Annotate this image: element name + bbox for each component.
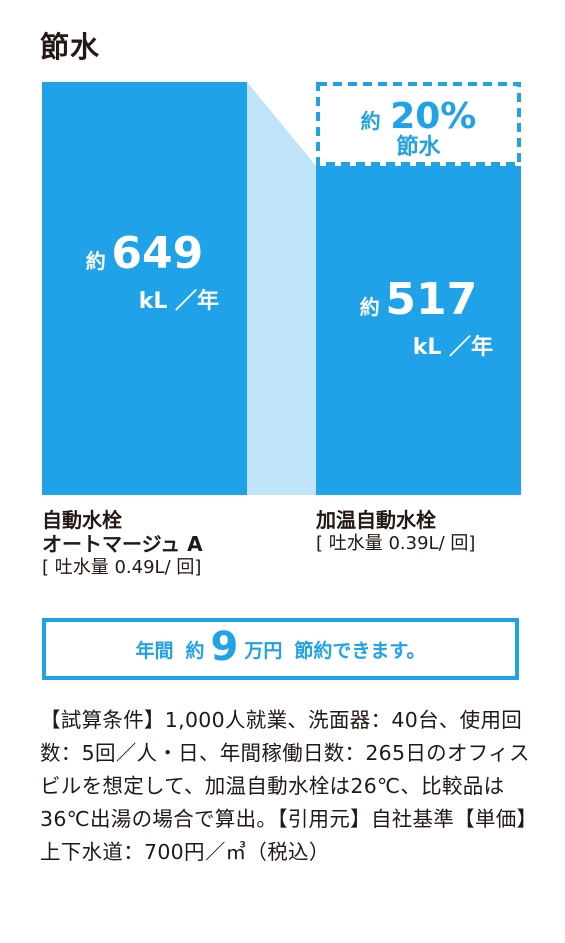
bar-value-prefix-1: 約 [360, 295, 380, 319]
category-0-line1: 自動水栓 [42, 508, 122, 532]
bar-value-number-0: 649 [111, 228, 203, 279]
bar-value-label-0: 約 649 [86, 228, 203, 279]
category-label-0: 自動水栓 オートマージュ A [ 吐水量 0.49L/ 回] [42, 508, 203, 580]
bar-value-unit-1: kL ／年 [413, 334, 493, 360]
page-title: 節水 [40, 30, 101, 64]
banner-amount: 9 [210, 624, 239, 670]
savings-dashed-box [316, 82, 521, 166]
bar-value-label-1: 約 517 [360, 274, 477, 325]
category-0-line2: オートマージュ A [42, 532, 203, 556]
savings-text: 節水 [396, 134, 441, 160]
bar-value-number-1: 517 [385, 274, 477, 325]
savings-banner: 年間 約 9 万円 節約できます。 [42, 618, 519, 680]
calculation-note: 【試算条件】1,000人就業、洗面器：40台、使用回数：5回／人・日、年間稼働日… [40, 708, 530, 864]
connector-band [247, 82, 316, 495]
savings-value: 20% [390, 96, 476, 137]
bar-automage-a [42, 82, 247, 495]
banner-post: 万円 [244, 639, 283, 662]
water-saving-chart: 約 20% 節水 約 649 kL ／年 約 517 kL ／年 [42, 82, 521, 495]
savings-value-label: 約 20% [361, 96, 477, 137]
bar-value-prefix-0: 約 [86, 249, 106, 273]
category-1-line1: 加温自動水栓 [316, 508, 436, 532]
banner-pre1: 年間 [135, 639, 174, 662]
savings-prefix: 約 [361, 109, 381, 133]
bar-value-unit-0: kL ／年 [139, 288, 219, 314]
banner-tail: 節約できます。 [294, 639, 426, 662]
category-0-sub: [ 吐水量 0.49L/ 回] [42, 557, 202, 578]
category-label-1: 加温自動水栓 [ 吐水量 0.39L/ 回] [316, 508, 475, 556]
bar-heated-faucet [316, 166, 521, 495]
banner-pre2: 約 [185, 639, 205, 662]
category-1-sub: [ 吐水量 0.39L/ 回] [316, 533, 476, 554]
